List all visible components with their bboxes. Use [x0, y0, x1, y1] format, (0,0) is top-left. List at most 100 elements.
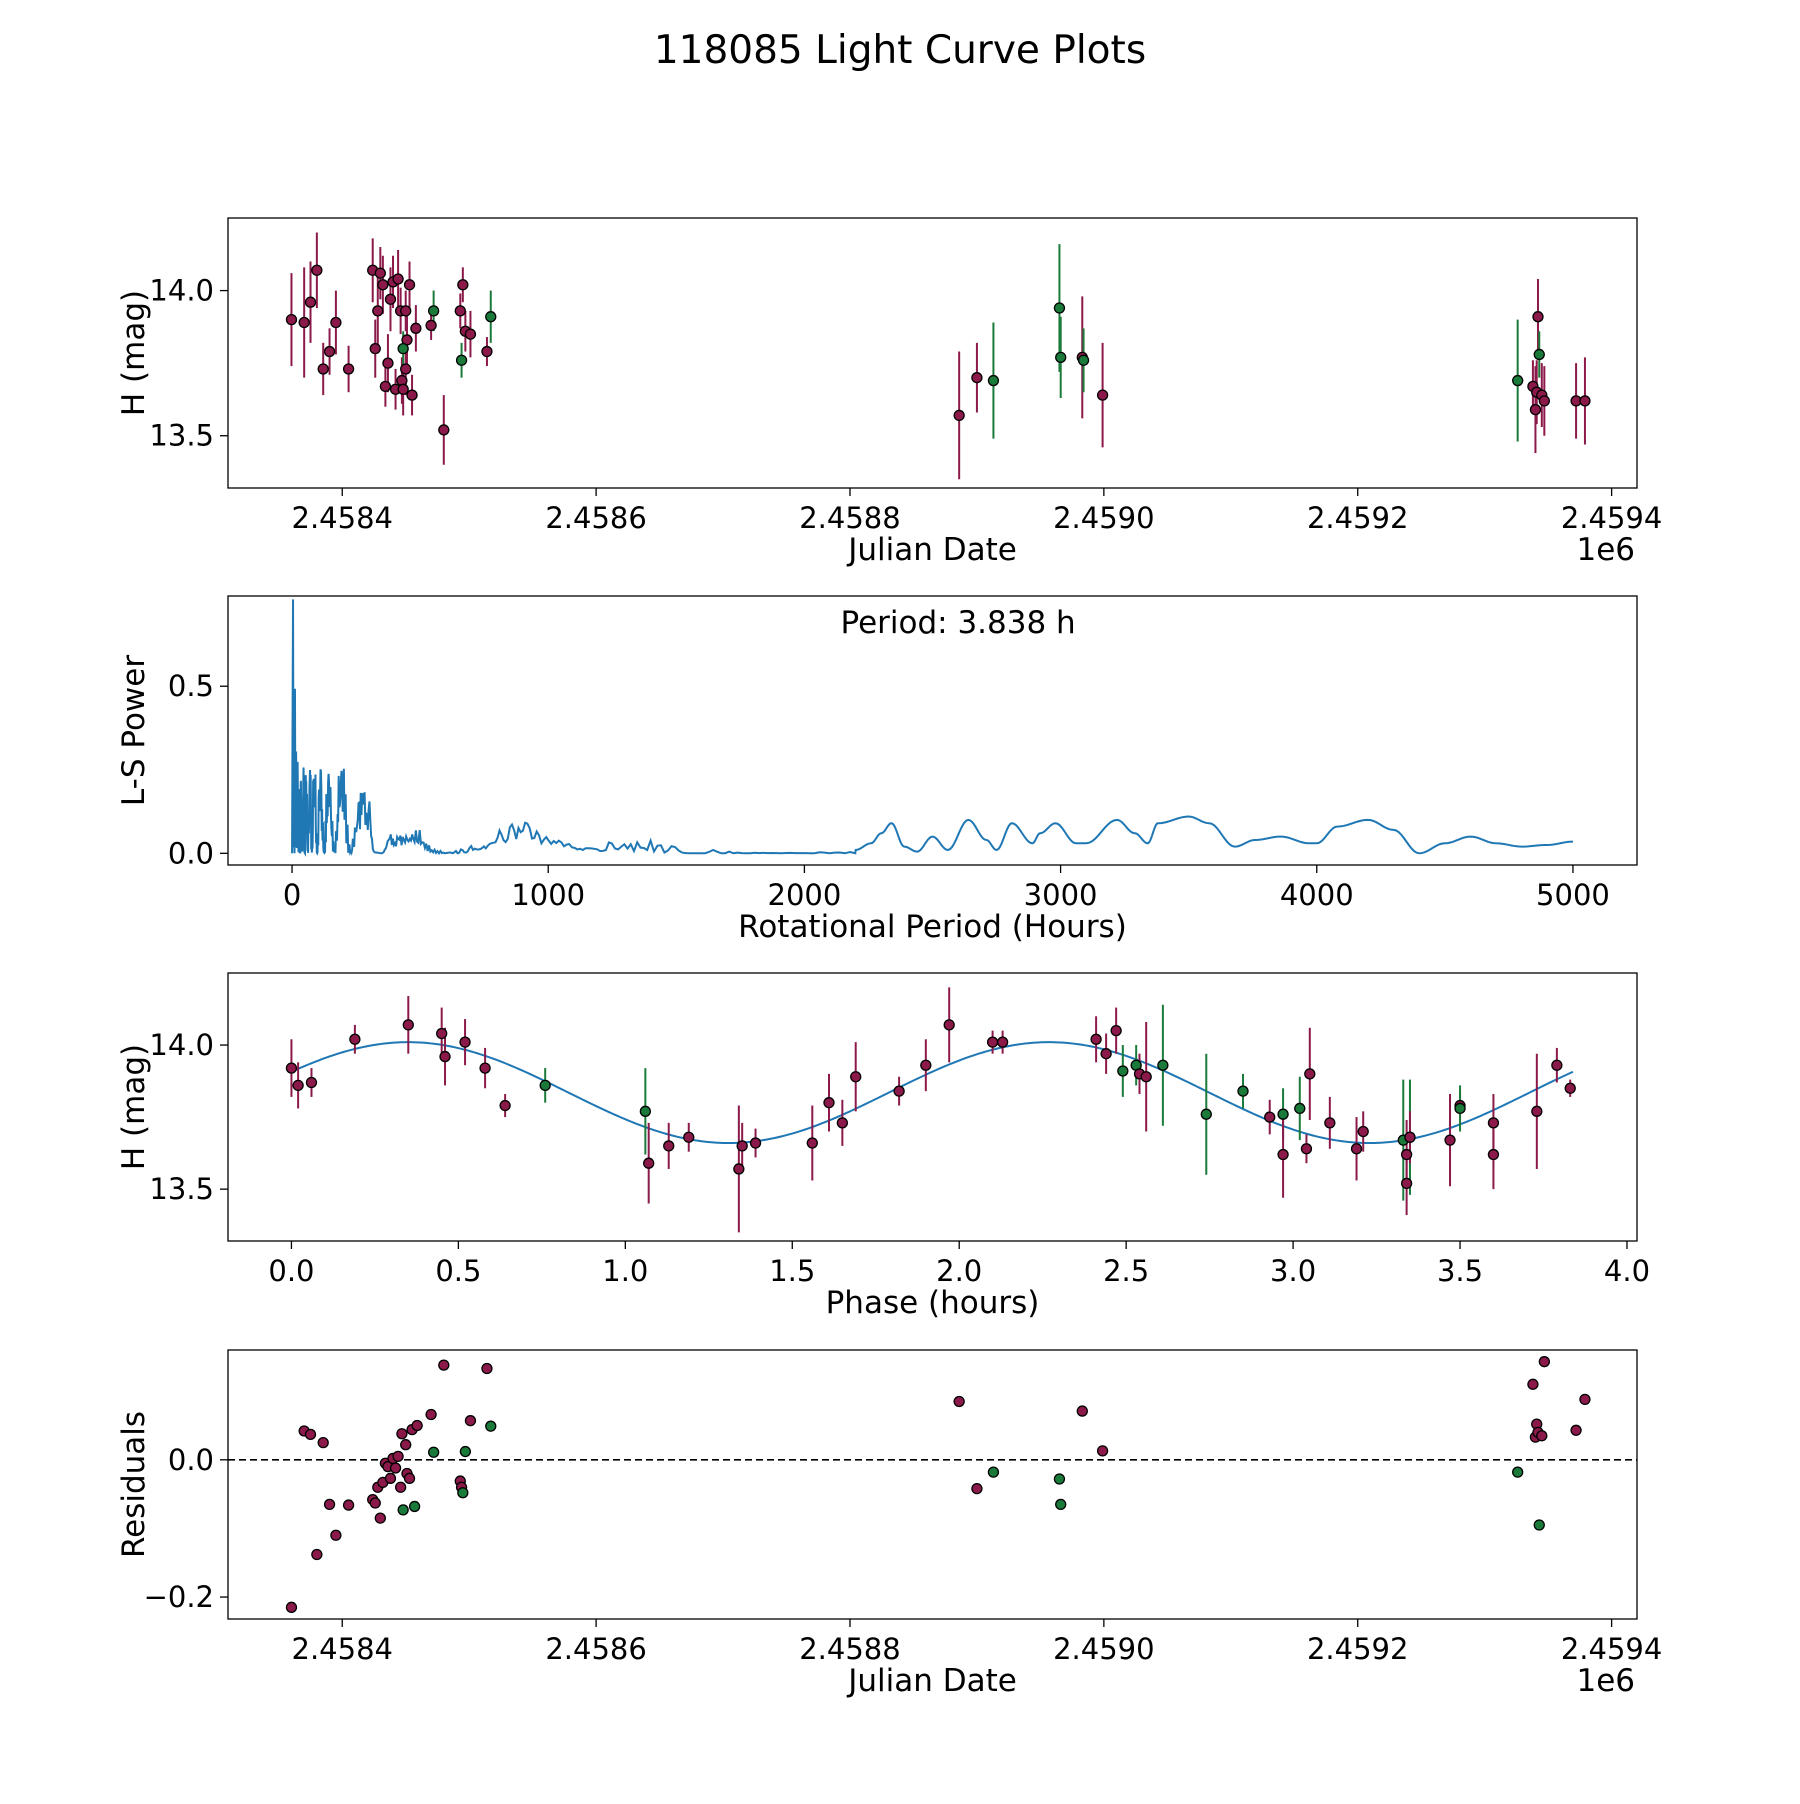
- phase-point: [943, 1019, 955, 1031]
- phase-point: [986, 1036, 999, 1048]
- phase-point: [1157, 1059, 1169, 1071]
- residuals-x-tick-label: 2.4588: [799, 1632, 900, 1666]
- phase-point: [1300, 1143, 1313, 1155]
- phase-point: [1117, 1065, 1129, 1077]
- phase-point: [1404, 1131, 1416, 1143]
- lightcurve-point: [1538, 395, 1550, 407]
- residual-point: [403, 1472, 416, 1484]
- figure-title: 118085 Light Curve Plots: [653, 28, 1147, 73]
- residuals-marks: [228, 1356, 1637, 1613]
- periodogram-x-tick-label: 3000: [1024, 878, 1098, 912]
- phase-point: [1304, 1068, 1316, 1080]
- lightcurve-point: [400, 363, 412, 375]
- residuals-x-tick-label: 2.4594: [1561, 1632, 1662, 1666]
- phase-x-tick-label: 0.5: [435, 1254, 481, 1288]
- phase-point: [850, 1071, 862, 1083]
- lightcurve-point: [457, 279, 469, 291]
- lightcurve-point: [377, 279, 389, 291]
- phase-point: [539, 1079, 551, 1092]
- lightcurve-point: [317, 363, 329, 375]
- lightcurve-point: [1053, 302, 1066, 314]
- residuals-x-axis-label: Julian Date: [846, 1663, 1017, 1699]
- residual-point: [389, 1462, 402, 1474]
- lightcurve-point: [374, 267, 386, 279]
- periodogram-x-tick-label: 4000: [1280, 878, 1354, 912]
- phase-x-tick-label: 1.0: [602, 1254, 648, 1288]
- phase-point: [1444, 1134, 1456, 1146]
- phase-point: [733, 1163, 745, 1175]
- lightcurve-point: [382, 357, 394, 369]
- lightcurve-point: [369, 342, 381, 355]
- phase-point: [823, 1097, 835, 1109]
- lightcurve-point: [485, 311, 497, 323]
- periodogram-axes: 0 1000 2000 3000 4000 5000 0.0 0.5 Rotational Pe…: [116, 655, 1610, 945]
- lightcurve-point: [403, 279, 416, 291]
- phase-point: [920, 1059, 932, 1071]
- residual-point: [411, 1419, 423, 1432]
- phase-point: [736, 1140, 748, 1152]
- phase-point: [1350, 1143, 1363, 1155]
- residual-point: [369, 1497, 381, 1509]
- residual-point: [1536, 1430, 1548, 1442]
- lightcurve-point: [397, 383, 409, 395]
- phase-point: [1400, 1148, 1413, 1161]
- phase-point: [436, 1027, 448, 1040]
- phase-point: [1264, 1111, 1276, 1123]
- phase-x-axis-label: Phase (hours): [826, 1285, 1040, 1321]
- lightcurve-point: [397, 342, 409, 355]
- residual-point: [1055, 1498, 1067, 1511]
- lightcurve-point: [1579, 395, 1591, 407]
- lightcurve-point: [425, 319, 437, 332]
- residual-point: [317, 1436, 329, 1449]
- phase-point: [836, 1117, 849, 1129]
- residual-point: [457, 1487, 469, 1499]
- phase-x-tick-label: 3.5: [1437, 1254, 1483, 1288]
- residuals-x-tick-label: 2.4584: [292, 1632, 393, 1666]
- phase-axes: 0.0 0.5 1.0 1.5 2.0 2.5 3.0 3.5 4.0 13.5 14.0 Phase…: [116, 1028, 1650, 1321]
- residual-point: [1096, 1445, 1109, 1457]
- residual-point: [1533, 1519, 1545, 1531]
- residual-point: [374, 1512, 386, 1524]
- phase-marks: [285, 987, 1576, 1233]
- phase-point: [349, 1033, 361, 1045]
- lightcurve-point: [1529, 403, 1542, 416]
- lightcurve-x-tick-label: 2.4590: [1053, 501, 1154, 535]
- phase-point: [663, 1140, 675, 1152]
- residuals-y-tick-label: 0.0: [168, 1443, 214, 1477]
- residuals-y-axis-label: Residuals: [116, 1411, 152, 1558]
- periodogram-x-tick-label: 2000: [768, 878, 842, 912]
- phase-point: [285, 1062, 298, 1074]
- lightcurve-frame: [227, 217, 1638, 489]
- phase-point: [305, 1076, 318, 1089]
- lightcurve-point: [400, 305, 412, 317]
- lightcurve-x-tick-label: 2.4594: [1561, 501, 1662, 535]
- residual-point: [394, 1481, 407, 1493]
- residual-point: [485, 1420, 497, 1432]
- phase-point: [1551, 1059, 1563, 1071]
- lightcurve-point: [427, 305, 440, 317]
- residual-point: [392, 1450, 404, 1463]
- lightcurve-point: [1512, 374, 1524, 387]
- phase-x-tick-label: 1.5: [769, 1254, 815, 1288]
- residual-point: [323, 1498, 336, 1511]
- residual-point: [396, 1428, 408, 1440]
- lightcurve-x-tick-label: 2.4584: [292, 501, 393, 535]
- periodogram-x-tick-label: 5000: [1536, 878, 1610, 912]
- phase-point: [292, 1079, 304, 1092]
- residual-point: [384, 1472, 397, 1484]
- lightcurve-point: [384, 293, 397, 305]
- phase-point: [643, 1157, 655, 1169]
- lightcurve-x-tick-label: 2.4588: [799, 501, 900, 535]
- lightcurve-point: [372, 305, 384, 317]
- lightcurve-point: [987, 374, 1000, 387]
- residual-point: [1527, 1378, 1539, 1390]
- periodogram-y-axis-label: L-S Power: [116, 655, 152, 806]
- lightcurve-point: [298, 316, 310, 329]
- period-annotation: Period: 3.838 h: [841, 605, 1076, 641]
- phase-frame: [227, 972, 1638, 1242]
- phase-point: [1237, 1085, 1249, 1097]
- phase-point: [1357, 1125, 1369, 1138]
- residual-point: [400, 1439, 412, 1451]
- phase-point: [1277, 1108, 1289, 1120]
